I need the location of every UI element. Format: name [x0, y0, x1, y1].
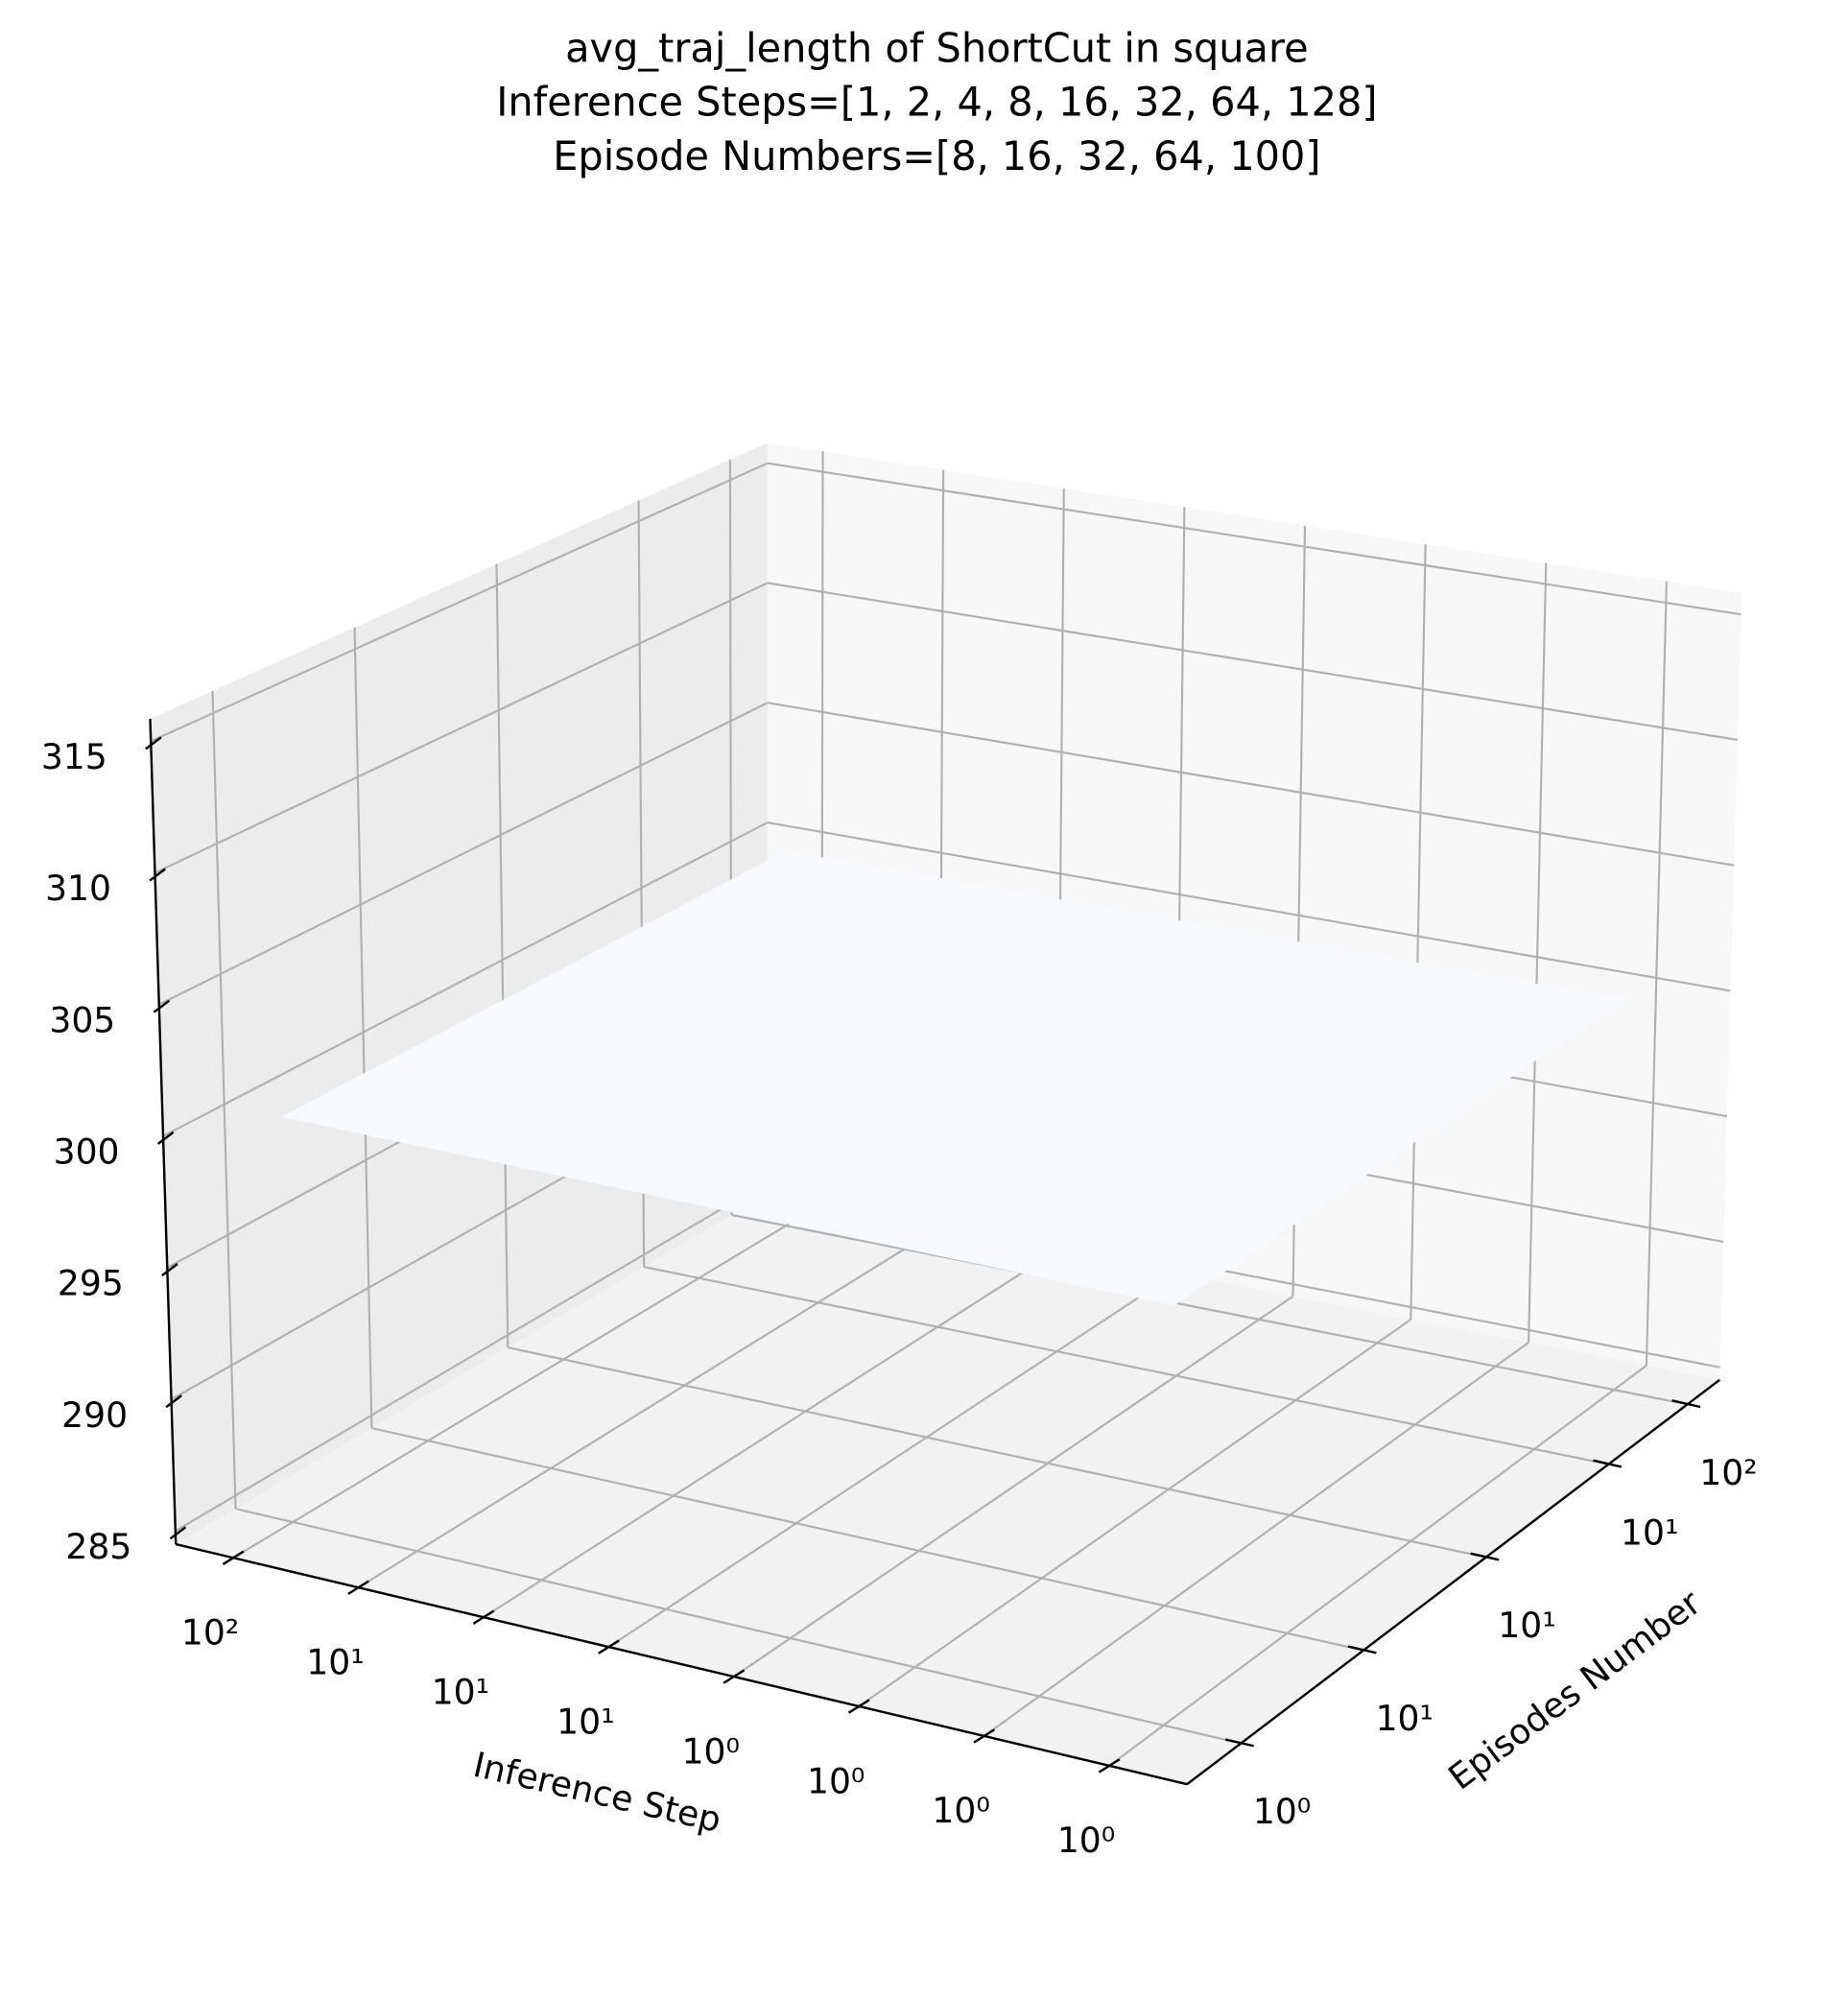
x-axis — [175, 1542, 1188, 1786]
z-tick — [145, 736, 162, 750]
grid-line — [508, 1346, 1486, 1559]
x-tick — [847, 1699, 870, 1714]
z-tick-label: 305 — [49, 999, 115, 1040]
grid-line — [607, 1273, 1176, 1648]
x-tick — [472, 1609, 495, 1625]
grid-line — [767, 821, 1731, 992]
grid-line — [983, 1342, 1529, 1737]
grid-line — [162, 821, 769, 1137]
x-tick-label: 10⁰ — [1057, 1820, 1115, 1861]
grid-line — [643, 1266, 1609, 1465]
grid-line — [495, 563, 509, 1348]
grid-line — [175, 1180, 769, 1533]
y-tick — [1671, 1399, 1701, 1409]
x-tick — [1098, 1758, 1121, 1774]
grid-line — [767, 582, 1738, 741]
grid-line — [483, 1250, 1058, 1619]
z-tick — [169, 1526, 187, 1540]
x-tick — [222, 1550, 245, 1565]
chart-title: Episode Numbers=[8, 16, 32, 64, 100] — [553, 133, 1320, 179]
grid-line — [358, 1226, 940, 1589]
grid-line — [1410, 544, 1427, 1320]
z-tick — [165, 1394, 182, 1409]
chart-title: Inference Steps=[1, 2, 4, 8, 16, 32, 64,… — [496, 80, 1377, 126]
z-tick-label: 290 — [61, 1394, 128, 1436]
grid-line — [1645, 581, 1668, 1366]
grid-line — [1528, 562, 1548, 1343]
grid-line — [150, 462, 769, 743]
grid-line — [1108, 1365, 1647, 1767]
y-tick-label: 10² — [1699, 1452, 1757, 1493]
grid-line — [154, 582, 769, 874]
z-tick-label: 310 — [45, 868, 111, 909]
grid-line — [353, 627, 373, 1429]
x-tick-label: 10⁰ — [682, 1730, 740, 1772]
z-tick — [153, 999, 171, 1013]
z-tick-label: 285 — [65, 1526, 131, 1567]
plot-area: 10⁰ 10⁰ 10⁰ 10⁰ 10¹ 10¹ 10¹ 10² 10⁰ 10¹ 10¹ 10¹ 10² 2… — [41, 442, 1758, 1861]
y-tick — [1470, 1552, 1500, 1561]
grid-line — [235, 1508, 1242, 1745]
z-tick — [156, 1131, 175, 1145]
x-tick-label: 10¹ — [432, 1671, 489, 1712]
y-axis-label: Episodes Number — [1440, 1582, 1708, 1798]
y-tick — [1224, 1738, 1254, 1748]
grid-line — [211, 690, 237, 1510]
x-tick-label: 10⁰ — [932, 1790, 989, 1831]
z-axis — [149, 718, 178, 1545]
grid-line — [767, 702, 1735, 867]
y-axis — [1186, 1378, 1720, 1786]
grid-line — [371, 1427, 1364, 1652]
grid-line — [158, 702, 769, 1006]
surface-cell — [695, 850, 908, 921]
grid-line — [731, 1213, 1688, 1406]
floor-pane — [176, 1193, 1720, 1785]
x-tick-label: 10¹ — [557, 1701, 614, 1742]
z-tick — [161, 1263, 178, 1276]
y-tick-label: 10¹ — [1621, 1512, 1678, 1553]
grid-line — [767, 462, 1741, 616]
grid-line — [733, 1296, 1294, 1678]
x-tick-label: 10² — [181, 1612, 239, 1654]
left-pane — [150, 442, 768, 1545]
y-tick-label: 10¹ — [1498, 1605, 1555, 1646]
y-tick-label: 10¹ — [1376, 1698, 1433, 1739]
y-tick-label: 10⁰ — [1253, 1791, 1311, 1832]
y-tick — [1593, 1459, 1623, 1468]
x-tick — [973, 1728, 996, 1744]
grid-line — [858, 1319, 1411, 1707]
x-tick-label: 10¹ — [306, 1641, 364, 1682]
chart-title: avg_traj_length of ShortCut in square — [565, 26, 1308, 72]
x-tick — [598, 1639, 620, 1655]
x-tick-label: 10⁰ — [807, 1760, 865, 1801]
z-tick-label: 315 — [41, 736, 107, 777]
y-tick — [1347, 1645, 1377, 1655]
grid-line — [232, 1203, 822, 1560]
z-tick — [149, 868, 166, 882]
z-tick-label: 295 — [58, 1263, 124, 1304]
x-tick — [723, 1669, 746, 1684]
z-tick-label: 300 — [54, 1131, 120, 1173]
x-tick — [347, 1580, 369, 1595]
